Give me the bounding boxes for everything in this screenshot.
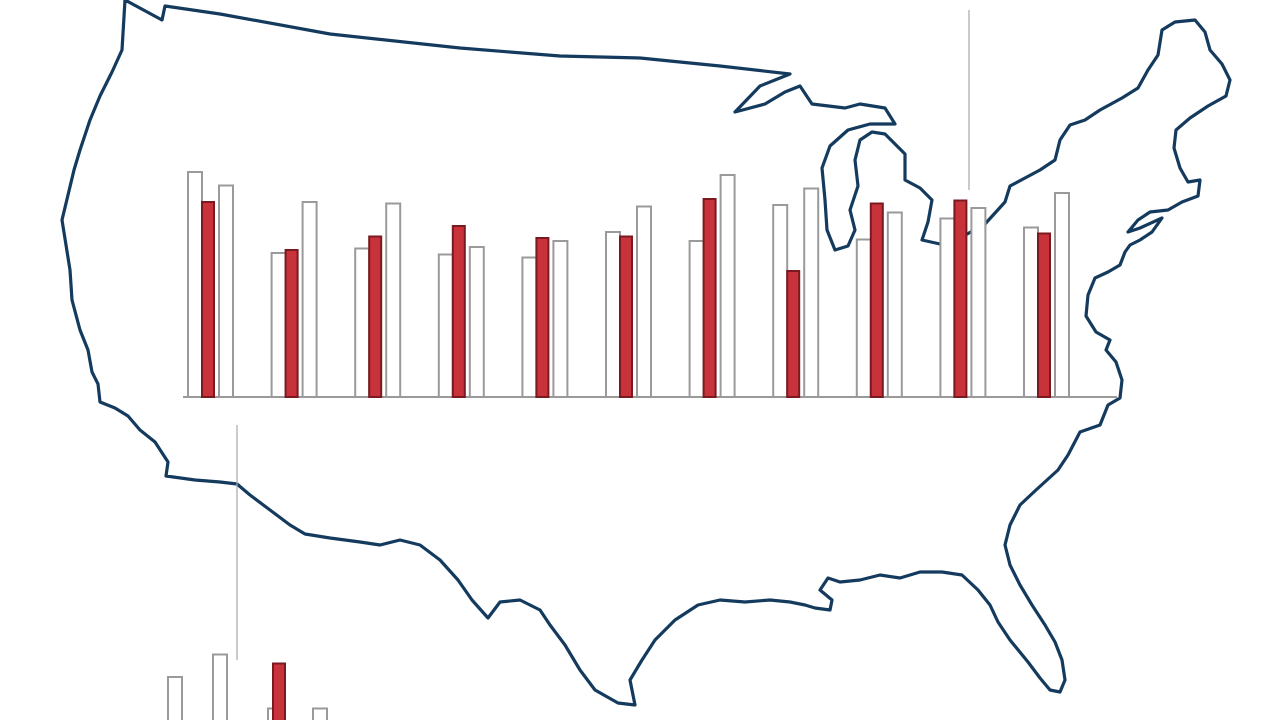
main-bar-chart	[183, 171, 1117, 398]
bar-outline-2-group-1	[312, 707, 328, 720]
bar-outline-2-group-6	[719, 174, 736, 398]
bar-outline-2-group-3	[468, 246, 485, 398]
bar-outline-0-group-3	[437, 253, 454, 398]
bar-red-1-group-3	[451, 225, 466, 398]
bar-outline-0-group-5	[605, 231, 621, 398]
bar-outline-2-group-4	[552, 240, 569, 398]
bar-red-1-group-9	[953, 199, 968, 398]
bar-outline-0-group-8	[855, 238, 872, 398]
bar-outline-2-group-8	[886, 211, 903, 398]
bar-red-1-group-1	[272, 662, 286, 720]
bar-outline-2-group-5	[636, 205, 652, 398]
bar-red-1-group-5	[619, 235, 633, 398]
bar-outline-0-group-0	[187, 171, 203, 398]
usa-map-outline	[60, 0, 1232, 707]
bar-red-1-group-8	[869, 202, 884, 398]
bar-outline-0-group-6	[688, 240, 705, 398]
bar-red-1-group-4	[535, 237, 550, 398]
bar-red-1-group-2	[368, 235, 383, 398]
bar-outline-0-group-4	[521, 256, 538, 398]
bar-outline-0-group-0	[167, 676, 183, 720]
bar-red-1-group-7	[786, 270, 801, 398]
bar-red-1-group-1	[284, 249, 299, 398]
bar-red-1-group-10	[1037, 232, 1051, 398]
bar-outline-0-group-10	[1023, 226, 1039, 398]
bar-red-1-group-0	[201, 201, 215, 398]
bar-outline-2-group-0	[212, 653, 228, 720]
bar-outline-2-group-0	[218, 184, 234, 398]
bar-outline-2-group-7	[803, 187, 820, 398]
bar-outline-2-group-2	[385, 202, 402, 398]
bar-outline-0-group-9	[939, 217, 956, 398]
bar-outline-2-group-10	[1054, 192, 1070, 398]
bar-outline-0-group-7	[772, 204, 789, 398]
inset-bar-chart	[167, 653, 328, 720]
bar-outline-0-group-1	[270, 252, 287, 398]
bar-outline-0-group-2	[354, 247, 371, 398]
bar-outline-2-group-9	[970, 207, 987, 398]
bar-red-1-group-6	[702, 198, 717, 398]
bar-outline-2-group-1	[301, 201, 318, 398]
